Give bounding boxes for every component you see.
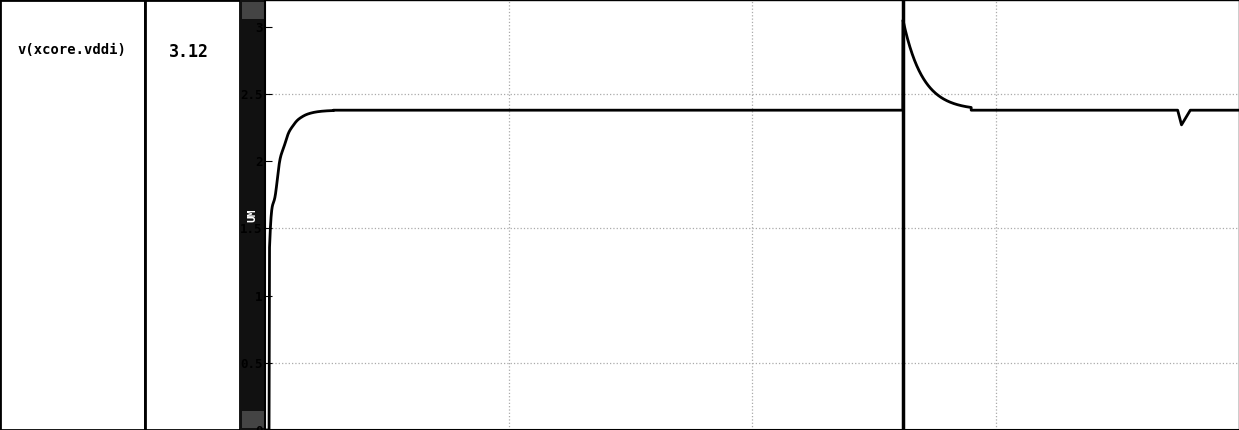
Text: v(xcore.vddi): v(xcore.vddi) [17, 43, 126, 57]
Bar [242, 2, 264, 19]
Text: 3.12: 3.12 [169, 43, 209, 61]
Bar [242, 411, 264, 428]
Text: UM: UM [248, 208, 258, 222]
